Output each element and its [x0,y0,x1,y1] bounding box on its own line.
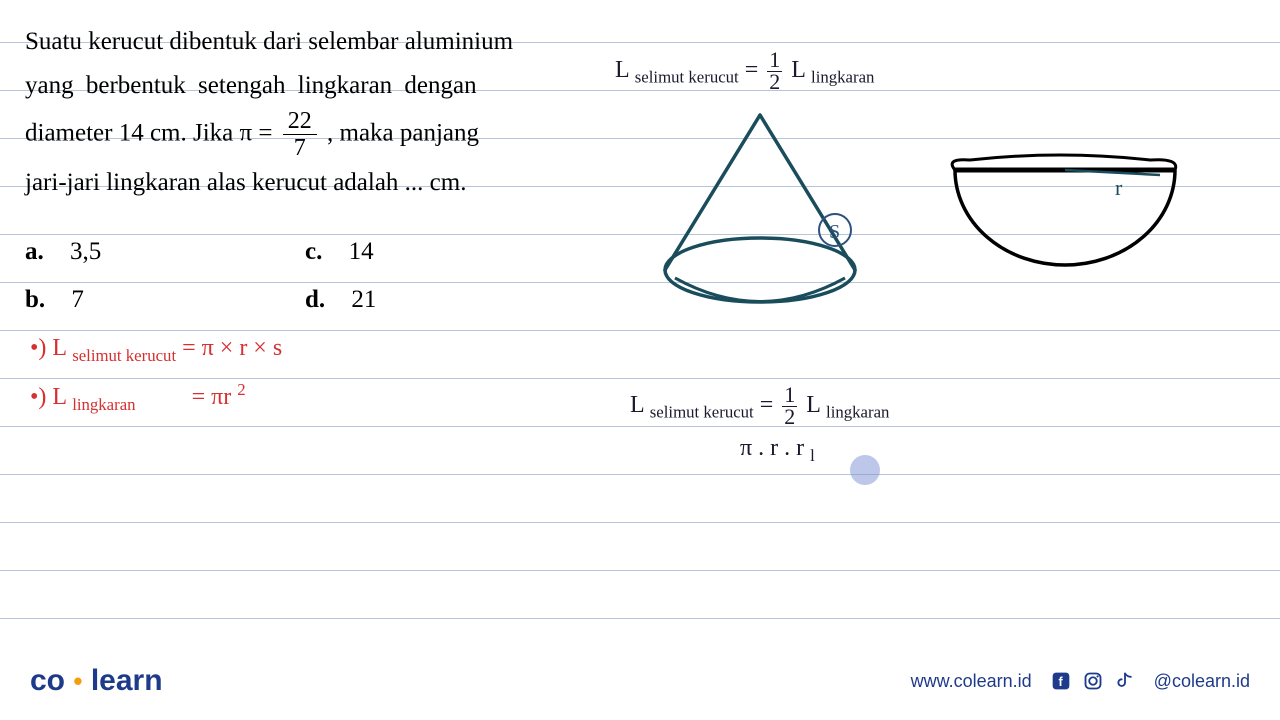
problem-line-3-pre: diameter 14 cm. Jika π = [25,119,279,146]
option-c: c. 14 [305,228,585,276]
option-a-value: 3,5 [70,238,101,265]
bottom-half-den: 2 [782,407,797,428]
option-b-value: 7 [71,286,84,313]
option-c-letter: c. [305,238,322,265]
red2-bullet: •) [30,384,52,410]
pi-fraction: 22 7 [283,108,317,162]
option-a: a. 3,5 [25,228,305,276]
problem-line-2: yang berbentuk setengah lingkaran dengan [25,64,595,108]
cursor-highlight [850,455,880,485]
answer-options: a. 3,5 c. 14 b. 7 d. 21 [25,228,595,323]
footer-handle: @colearn.id [1154,671,1250,692]
red2-sup: 2 [237,380,245,399]
footer: co • learn www.colearn.id f @colearn.id [0,664,1280,698]
problem-line-3: diameter 14 cm. Jika π = 22 7 , maka pan… [25,108,595,162]
footer-right: www.colearn.id f @colearn.id [911,670,1250,692]
fraction-numerator: 22 [283,108,317,135]
formula-top-sub2: lingkaran [811,68,874,87]
red1-bullet: •) [30,335,52,361]
logo-co: co [30,664,65,697]
problem-line-3-post: , maka panjang [327,119,479,146]
bottom-L: L [630,392,644,418]
cone-label-s: S [829,221,840,243]
instagram-icon [1082,670,1104,692]
fraction-denominator: 7 [283,135,317,161]
bottom2-sub: l [810,446,815,465]
logo-dot: • [73,666,82,696]
formula-top-L2: L [791,57,805,83]
semicircle-label-r: r [1115,175,1123,200]
options-row-1: a. 3,5 c. 14 [25,228,595,276]
formula-top-L: L [615,57,629,83]
tiktok-icon [1114,670,1136,692]
formula-top-eq: = [745,57,765,83]
option-b: b. 7 [25,276,305,324]
red2-sub: lingkaran [72,395,135,414]
bottom-eq: = [760,392,780,418]
footer-url: www.colearn.id [911,671,1032,692]
options-row-2: b. 7 d. 21 [25,276,595,324]
problem-line-4: jari-jari lingkaran alas kerucut adalah … [25,161,595,205]
problem-line-1: Suatu kerucut dibentuk dari selembar alu… [25,20,595,64]
formula-red-1: •) L selimut kerucut = π × r × s [30,335,630,366]
brand-logo: co • learn [30,664,163,698]
bottom-sub2: lingkaran [826,403,889,422]
option-d: d. 21 [305,276,585,324]
formula-top: L selimut kerucut = 1 2 L lingkaran [615,50,1265,93]
half-den: 2 [767,72,782,93]
red1-L: L [52,335,66,361]
red2-L: L [52,384,66,410]
formula-bottom-2: π . r . r l [740,435,1140,466]
red2-eq: = πr [192,384,232,410]
formula-top-half: 1 2 [767,50,782,93]
logo-learn: learn [91,664,163,697]
formula-bottom: L selimut kerucut = 1 2 L lingkaran [630,385,1270,428]
bottom-L2: L [806,392,820,418]
red1-eq: = π × r × s [182,335,282,361]
bottom-sub1: selimut kerucut [650,403,754,422]
semicircle-diagram: r [930,130,1210,310]
option-d-letter: d. [305,286,325,313]
red1-sub: selimut kerucut [72,346,176,365]
option-a-letter: a. [25,238,44,265]
option-d-value: 21 [351,286,376,313]
social-icons: f [1050,670,1136,692]
option-b-letter: b. [25,286,45,313]
problem-statement: Suatu kerucut dibentuk dari selembar alu… [25,20,595,205]
cone-diagram: S [620,100,900,320]
bottom-half: 1 2 [782,385,797,428]
bottom2-text: π . r . r [740,435,804,461]
facebook-icon: f [1050,670,1072,692]
formula-top-sub1: selimut kerucut [635,68,739,87]
option-c-value: 14 [349,238,374,265]
formula-red-2: •) L lingkaran = πr 2 [30,380,630,415]
